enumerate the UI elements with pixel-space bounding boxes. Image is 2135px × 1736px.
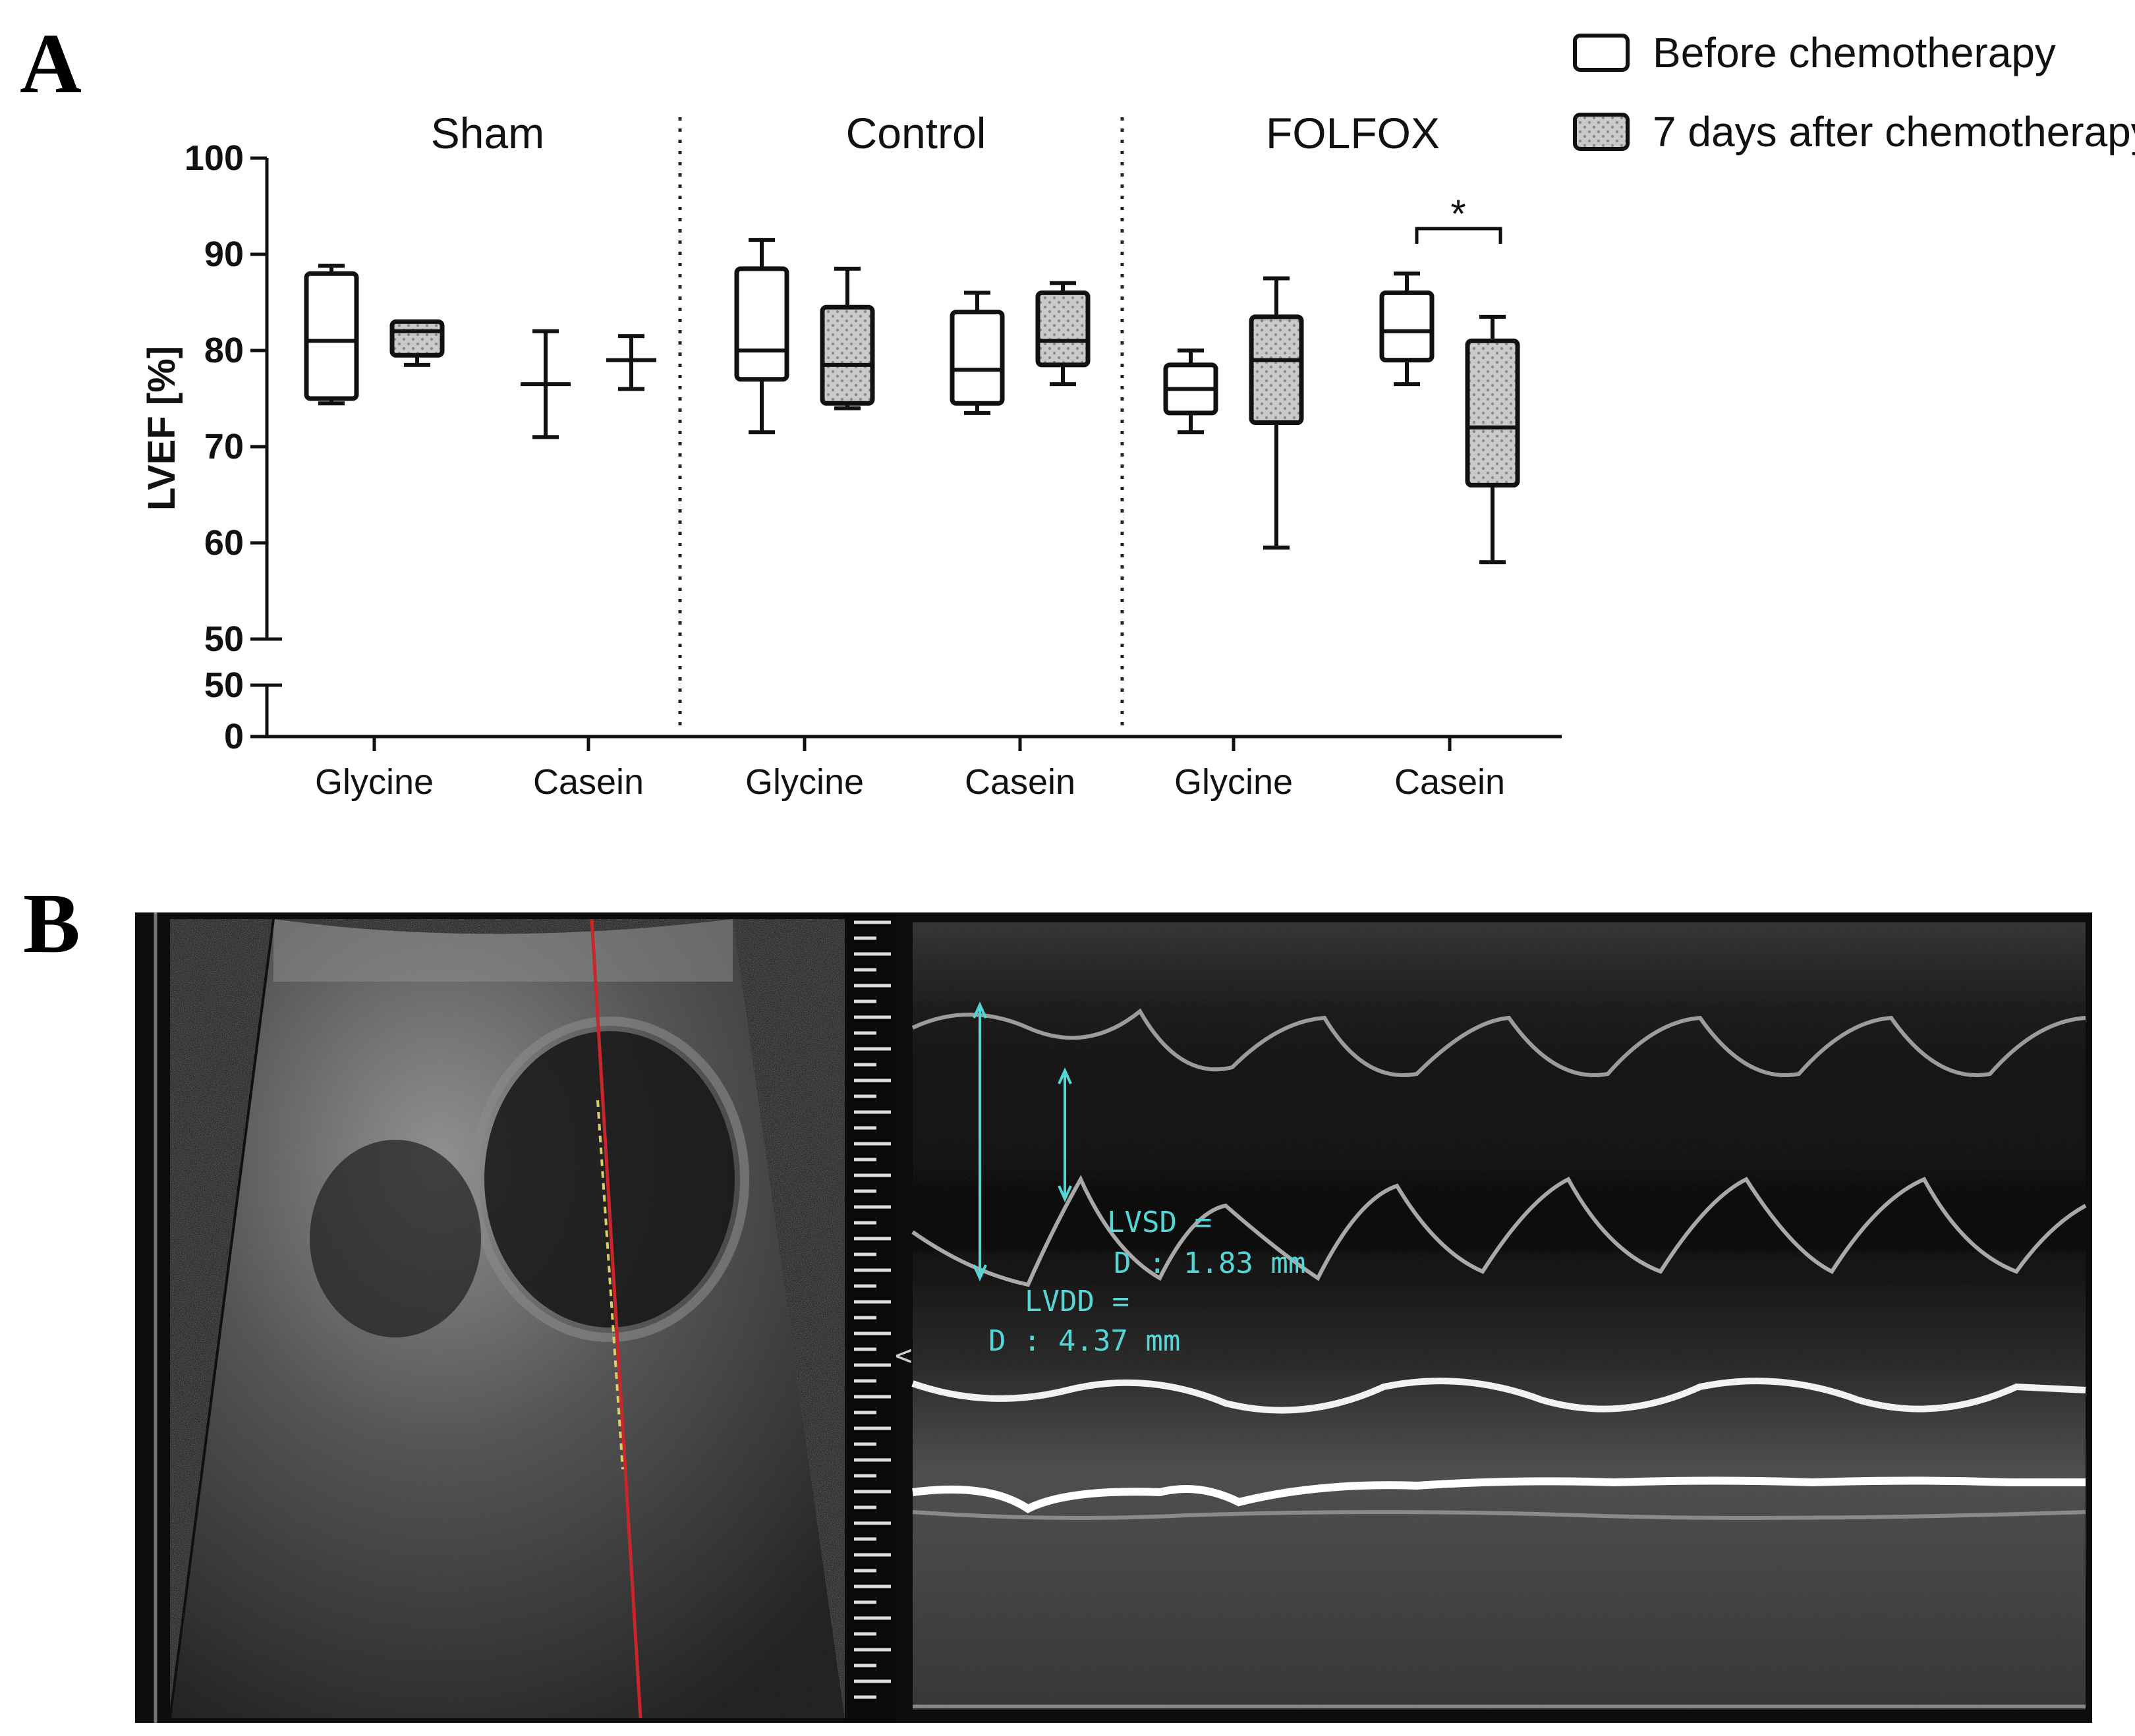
lvdd-value: D : 4.37 mm [988, 1324, 1180, 1358]
panel-a-letter: A [20, 16, 82, 111]
lvsd-value: D : 1.83 mm [1114, 1246, 1305, 1280]
box [304, 271, 359, 401]
box [1379, 290, 1435, 363]
m-mode-image [911, 922, 2087, 1710]
legend: Before chemotherapy 7 days after chemoth… [1573, 29, 2135, 155]
box [1035, 290, 1091, 368]
box-plots [304, 238, 1520, 565]
y-tick-label: 70 [204, 427, 244, 466]
y-tick-label: 0 [224, 717, 244, 756]
depth-ruler [847, 912, 896, 1723]
legend-label-after: 7 days after chemotherapy [1653, 108, 2135, 155]
category-label: Casein [1394, 762, 1505, 802]
y-tick-label: 90 [204, 235, 244, 274]
legend-label-before: Before chemotherapy [1653, 29, 2056, 76]
legend-swatch-after [1573, 113, 1630, 151]
box [1465, 338, 1520, 488]
lvsd-label: LVSD = [1107, 1206, 1212, 1239]
lvsd-caliper [1058, 1067, 1072, 1202]
lvdd-label: LVDD = [1025, 1285, 1129, 1318]
category-label: Glycine [745, 762, 864, 802]
b-mode-image [169, 918, 845, 1719]
y-axis-title: LVEF [%] [140, 346, 183, 511]
panel-b-letter: B [23, 876, 80, 971]
y-tick-label: 50 [204, 619, 244, 659]
significance-bracket [1415, 227, 1502, 244]
group-label-folfox: FOLFOX [1266, 109, 1440, 157]
box [1249, 314, 1304, 425]
box [950, 310, 1005, 406]
y-tick-label: 60 [204, 523, 244, 563]
significance-star: * [1450, 192, 1466, 236]
category-label: Glycine [1174, 762, 1293, 802]
y-tick-label: 100 [185, 138, 244, 178]
category-label: Glycine [315, 762, 434, 802]
box [734, 266, 789, 382]
group-label-sham: Sham [431, 109, 544, 157]
y-tick-label: 80 [204, 331, 244, 370]
cursor-marker: < [895, 1339, 913, 1372]
category-label: Casein [965, 762, 1075, 802]
box [389, 319, 445, 358]
dotted-measure-line [596, 1100, 624, 1470]
y-tick-label: 50 [204, 665, 244, 705]
legend-swatch-before [1573, 34, 1630, 72]
group-label-control: Control [846, 109, 986, 157]
lvdd-caliper [973, 1001, 987, 1281]
category-label: Casein [533, 762, 644, 802]
scan-line [590, 918, 642, 1719]
box [820, 304, 875, 406]
